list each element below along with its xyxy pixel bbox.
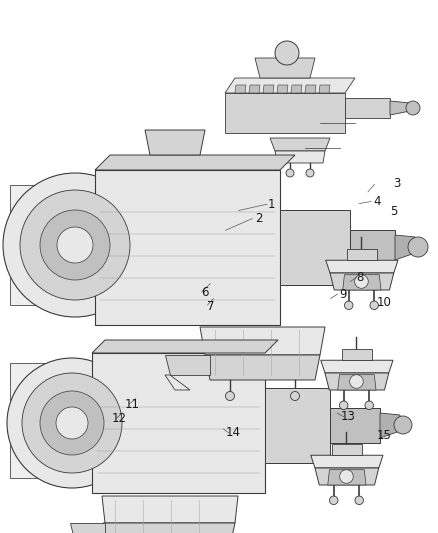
Polygon shape — [92, 353, 265, 493]
Text: 13: 13 — [341, 410, 356, 423]
Polygon shape — [165, 375, 190, 390]
Polygon shape — [390, 101, 410, 115]
Polygon shape — [350, 230, 395, 265]
Circle shape — [226, 392, 234, 400]
Polygon shape — [395, 235, 415, 260]
Text: 12: 12 — [112, 412, 127, 425]
Circle shape — [57, 227, 93, 263]
Circle shape — [56, 407, 88, 439]
Polygon shape — [165, 355, 210, 375]
Text: 1: 1 — [268, 198, 276, 211]
Circle shape — [40, 210, 110, 280]
Polygon shape — [319, 85, 330, 93]
Text: 4: 4 — [374, 195, 381, 208]
Text: 2: 2 — [254, 212, 262, 225]
Polygon shape — [270, 138, 330, 151]
Circle shape — [275, 41, 299, 65]
Circle shape — [286, 169, 294, 177]
Polygon shape — [280, 210, 350, 285]
Text: 10: 10 — [377, 296, 392, 309]
Circle shape — [40, 391, 104, 455]
Polygon shape — [277, 85, 288, 93]
Polygon shape — [145, 130, 205, 155]
Polygon shape — [342, 349, 372, 360]
Polygon shape — [102, 496, 238, 523]
Circle shape — [3, 173, 147, 317]
Polygon shape — [326, 260, 398, 273]
Circle shape — [329, 496, 338, 505]
Polygon shape — [321, 360, 393, 373]
Text: 14: 14 — [226, 426, 240, 439]
Polygon shape — [10, 185, 100, 305]
Polygon shape — [92, 340, 278, 353]
Text: 6: 6 — [201, 286, 209, 298]
Text: 11: 11 — [125, 398, 140, 410]
Polygon shape — [10, 363, 95, 478]
Polygon shape — [249, 85, 260, 93]
Polygon shape — [275, 151, 325, 163]
Circle shape — [365, 401, 374, 409]
Polygon shape — [332, 444, 362, 455]
Circle shape — [406, 101, 420, 115]
Circle shape — [290, 392, 300, 400]
Polygon shape — [263, 85, 274, 93]
Polygon shape — [347, 249, 377, 260]
Polygon shape — [315, 468, 379, 485]
Polygon shape — [225, 78, 355, 93]
Polygon shape — [305, 85, 316, 93]
Circle shape — [22, 373, 122, 473]
Polygon shape — [95, 155, 295, 170]
Circle shape — [394, 416, 412, 434]
Circle shape — [339, 470, 353, 483]
Polygon shape — [343, 274, 381, 290]
Polygon shape — [325, 373, 389, 390]
Polygon shape — [345, 98, 390, 118]
Polygon shape — [255, 58, 315, 78]
Polygon shape — [95, 170, 280, 325]
Circle shape — [408, 237, 428, 257]
Polygon shape — [330, 273, 394, 290]
Polygon shape — [311, 455, 383, 468]
Circle shape — [350, 375, 363, 389]
Polygon shape — [380, 413, 400, 438]
Circle shape — [306, 169, 314, 177]
Polygon shape — [200, 327, 325, 355]
Polygon shape — [70, 523, 105, 533]
Polygon shape — [328, 470, 366, 485]
Polygon shape — [330, 408, 380, 443]
Polygon shape — [265, 388, 330, 463]
Circle shape — [370, 301, 378, 310]
Polygon shape — [103, 523, 235, 533]
Polygon shape — [338, 375, 376, 390]
Circle shape — [355, 496, 364, 505]
Polygon shape — [205, 355, 320, 380]
Text: 9: 9 — [339, 288, 346, 301]
Polygon shape — [225, 93, 345, 133]
Circle shape — [7, 358, 137, 488]
Circle shape — [20, 190, 130, 300]
Polygon shape — [291, 85, 302, 93]
Circle shape — [355, 274, 368, 288]
Text: 15: 15 — [377, 430, 392, 442]
Circle shape — [344, 301, 353, 310]
Text: 5: 5 — [391, 205, 398, 217]
Text: 3: 3 — [393, 177, 400, 190]
Polygon shape — [235, 85, 246, 93]
Circle shape — [339, 401, 348, 409]
Text: 8: 8 — [357, 271, 364, 284]
Text: 7: 7 — [207, 300, 215, 313]
